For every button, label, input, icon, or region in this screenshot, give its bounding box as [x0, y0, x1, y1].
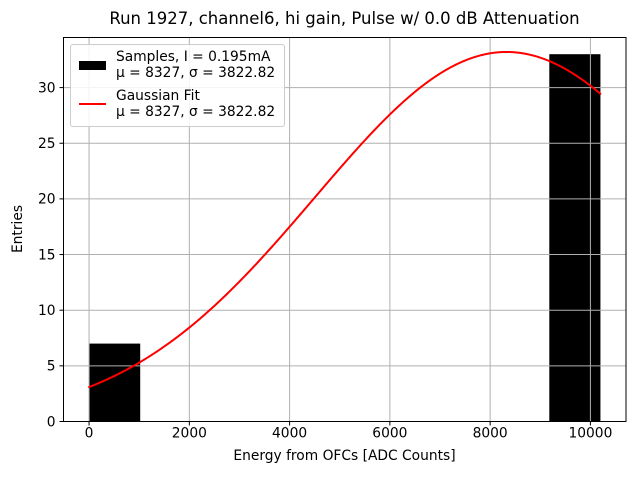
- x-axis-label: Energy from OFCs [ADC Counts]: [233, 448, 456, 464]
- x-tick-label: 2000: [172, 426, 207, 442]
- legend-entry-samples: Samples, I = 0.195mA μ = 8327, σ = 3822.…: [79, 49, 275, 81]
- y-tick-label: 15: [38, 247, 56, 263]
- fit-stats: μ = 8327, σ = 3822.82: [116, 104, 276, 120]
- x-tick-label: 8000: [473, 426, 508, 442]
- legend-box: Samples, I = 0.195mA μ = 8327, σ = 3822.…: [70, 44, 286, 127]
- legend-entry-gaussian-fit: Gaussian Fit μ = 8327, σ = 3822.82: [79, 88, 275, 120]
- y-tick-label: 25: [38, 136, 56, 152]
- axes-spines: [63, 37, 627, 422]
- legend-entry-samples-text: Samples, I = 0.195mA μ = 8327, σ = 3822.…: [116, 49, 275, 81]
- samples-label: Samples, I = 0.195mA: [116, 49, 271, 65]
- y-axis-label: Entries: [10, 204, 26, 254]
- histogram-bar: [89, 343, 141, 422]
- fit-label: Gaussian Fit: [116, 88, 200, 104]
- x-tick-label: 0: [85, 426, 94, 442]
- chart-title: Run 1927, channel6, hi gain, Pulse w/ 0.…: [109, 9, 580, 28]
- y-tick-label: 0: [47, 414, 56, 430]
- samples-stats: μ = 8327, σ = 3822.82: [116, 65, 276, 81]
- x-tick-label: 4000: [272, 426, 307, 442]
- y-tick-label: 20: [38, 192, 56, 208]
- y-tick-label: 5: [47, 359, 56, 375]
- gaussian-fit-curve: [88, 50, 602, 389]
- y-tick-label: 30: [38, 80, 56, 96]
- y-tick-label: 10: [38, 303, 56, 319]
- samples-swatch: [79, 60, 106, 70]
- histogram-bar: [549, 54, 601, 422]
- x-tick-label: 10000: [568, 426, 612, 442]
- legend-entry-fit-text: Gaussian Fit μ = 8327, σ = 3822.82: [116, 88, 275, 120]
- x-tick-label: 6000: [372, 426, 407, 442]
- fit-swatch: [79, 103, 106, 105]
